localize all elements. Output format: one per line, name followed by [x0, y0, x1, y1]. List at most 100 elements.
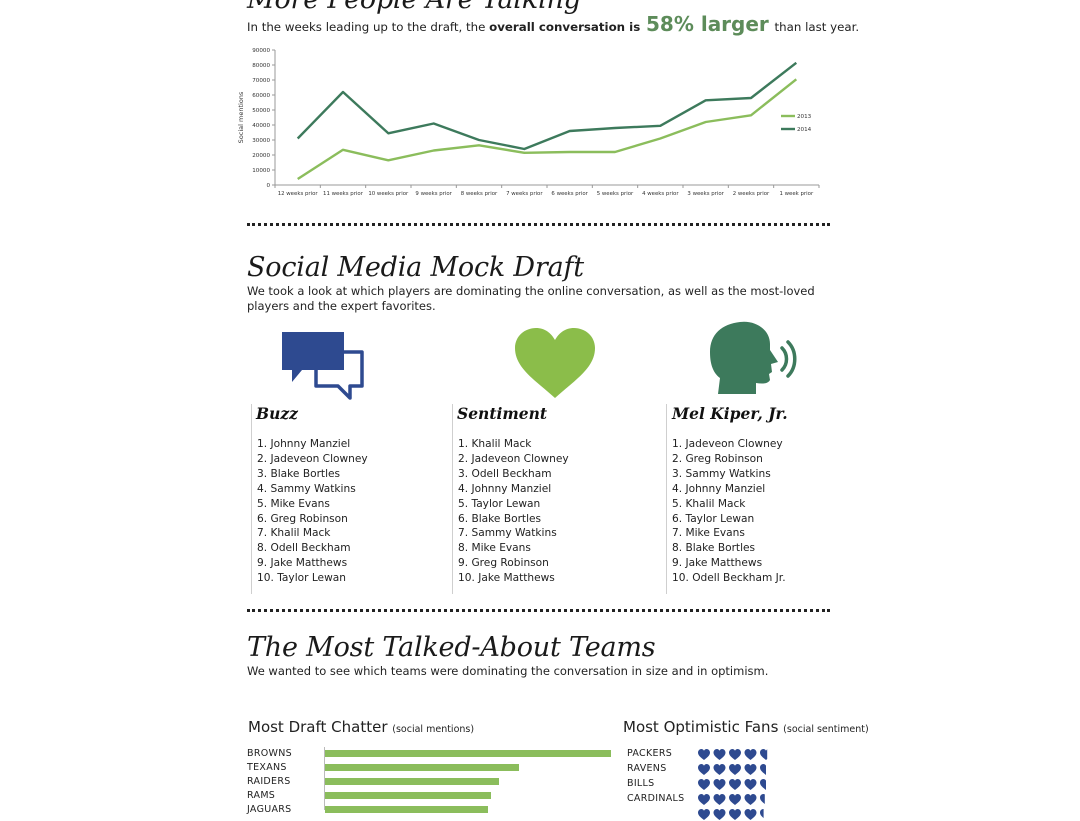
chatter-bar-chart: BROWNS TEXANS RAIDERS RAMS JAGUARS — [247, 747, 627, 815]
y-tick-label: 60000 — [252, 93, 270, 99]
y-axis-label: Social mentions — [237, 91, 245, 143]
section-title-mock-draft: Social Media Mock Draft — [247, 252, 584, 283]
heart-icon — [744, 749, 757, 760]
intro-post: than last year. — [774, 20, 860, 34]
list-item: 9. Greg Robinson — [458, 557, 549, 570]
x-tick-label: 8 weeks prior — [461, 191, 498, 197]
x-tick-label: 12 weeks prior — [278, 191, 319, 197]
heart-icon — [713, 809, 726, 820]
list-item: 4. Johnny Manziel — [458, 482, 552, 495]
list-item: 5. Mike Evans — [257, 497, 330, 510]
section-title-teams: The Most Talked-About Teams — [247, 632, 656, 663]
heart-icon — [698, 764, 710, 775]
list-item: 1. Khalil Mack — [458, 438, 532, 450]
heart-icon — [760, 809, 764, 819]
team-label: PACKERS — [627, 748, 673, 759]
heart-icon — [729, 779, 741, 790]
heart-icon — [698, 809, 710, 820]
y-tick-label: 30000 — [252, 138, 270, 144]
section-title-talking: More People Are Talking — [247, 0, 581, 15]
list-item: 10. Jake Matthews — [458, 572, 555, 585]
intro-bold: overall conversation is — [489, 20, 641, 34]
social-mentions-line-chart: 0 10000 20000 30000 40000 50000 60000 70000 8000… — [237, 48, 820, 197]
list-item: 2. Jadeveon Clowney — [458, 452, 569, 465]
chatter-bar — [325, 750, 611, 757]
team-label: RAIDERS — [247, 776, 291, 787]
heart-icon — [515, 328, 595, 398]
heart-icon — [729, 809, 741, 820]
column-title: Mel Kiper, Jr. — [672, 404, 788, 423]
divider-1 — [247, 223, 830, 226]
chatter-title: Most Draft Chatter — [248, 718, 388, 736]
series-line-2013 — [297, 78, 798, 181]
chatter-heading: Most Draft Chatter (social mentions) — [248, 718, 474, 736]
y-tick-label: 50000 — [252, 108, 270, 114]
list-item: 3. Sammy Watkins — [672, 467, 771, 480]
heart-icon — [744, 809, 757, 820]
y-tick-label: 80000 — [252, 63, 270, 69]
x-tick-label: 11 weeks prior — [323, 191, 364, 197]
list-item: 7. Khalil Mack — [257, 527, 331, 540]
fans-subtitle: (social sentiment) — [783, 724, 869, 735]
heart-rating — [698, 749, 768, 760]
list-item: 2. Jadeveon Clowney — [257, 452, 368, 465]
column-mel-kiper: Mel Kiper, Jr. 1. Jadeveon Clowney 2. Gr… — [666, 404, 837, 594]
column-sentiment: Sentiment 1. Khalil Mack 2. Jadeveon Clo… — [452, 404, 653, 594]
list-item: 4. Johnny Manziel — [672, 482, 766, 495]
list-item: 10. Odell Beckham Jr. — [672, 572, 786, 585]
list-item: 5. Khalil Mack — [672, 497, 746, 510]
fans-heart-rating: PACKERS RAVENS BILLS CARDINALS — [627, 748, 827, 820]
heart-icon — [744, 764, 757, 775]
list-item: 3. Odell Beckham — [458, 467, 552, 480]
chatter-axis — [324, 747, 325, 810]
teams-intro: We wanted to see which teams were domina… — [247, 664, 769, 678]
list-item: 7. Sammy Watkins — [458, 527, 557, 540]
heart-icon — [713, 749, 726, 760]
heart-icon — [698, 779, 710, 790]
heart-icon — [760, 749, 768, 760]
y-tick-label: 0 — [266, 183, 270, 189]
chatter-bar — [325, 792, 491, 799]
heart-icon — [760, 779, 766, 790]
legend-label-2014: 2014 — [797, 127, 812, 133]
list-item: 9. Jake Matthews — [257, 557, 348, 570]
list-item: 8. Mike Evans — [458, 542, 531, 555]
heart-icon — [744, 794, 757, 805]
divider-2 — [247, 609, 830, 612]
x-tick-label: 2 weeks prior — [733, 191, 770, 197]
heart-icon — [729, 749, 741, 760]
heart-rating — [698, 809, 764, 820]
heart-icon — [760, 794, 765, 805]
team-label: RAVENS — [627, 763, 667, 774]
team-label: RAMS — [247, 790, 276, 801]
team-label: BROWNS — [247, 748, 292, 759]
heart-icon — [729, 794, 741, 805]
x-tick-label: 5 weeks prior — [597, 191, 634, 197]
heart-rating — [698, 794, 765, 805]
y-tick-label: 40000 — [252, 123, 270, 129]
x-tick-label: 4 weeks prior — [642, 191, 679, 197]
chat-bubbles-icon — [282, 332, 364, 400]
list-item: 1. Johnny Manziel — [257, 438, 351, 450]
y-tick-label: 20000 — [252, 153, 270, 159]
list-item: 2. Greg Robinson — [672, 452, 763, 465]
series-line-2014 — [296, 61, 798, 151]
heart-icon — [698, 749, 710, 760]
ranking-list: 1. Khalil Mack 2. Jadeveon Clowney 3. Od… — [453, 437, 653, 586]
team-label: BILLS — [627, 778, 655, 789]
column-title: Buzz — [256, 404, 298, 423]
list-item: 1. Jadeveon Clowney — [672, 438, 783, 450]
ranking-list: 1. Jadeveon Clowney 2. Greg Robinson 3. … — [667, 437, 837, 586]
heart-icon — [713, 764, 726, 775]
x-tick-label: 9 weeks prior — [415, 191, 452, 197]
heart-icon — [713, 779, 726, 790]
list-item: 10. Taylor Lewan — [257, 572, 346, 585]
legend-label-2013: 2013 — [797, 114, 812, 120]
team-label: CARDINALS — [627, 793, 685, 804]
x-tick-label: 3 weeks prior — [687, 191, 724, 197]
y-tick-label: 70000 — [252, 78, 270, 84]
x-tick-label: 1 week prior — [779, 191, 813, 197]
heart-rating — [698, 779, 766, 790]
fans-heading: Most Optimistic Fans (social sentiment) — [623, 718, 869, 736]
chatter-bar — [325, 764, 519, 771]
